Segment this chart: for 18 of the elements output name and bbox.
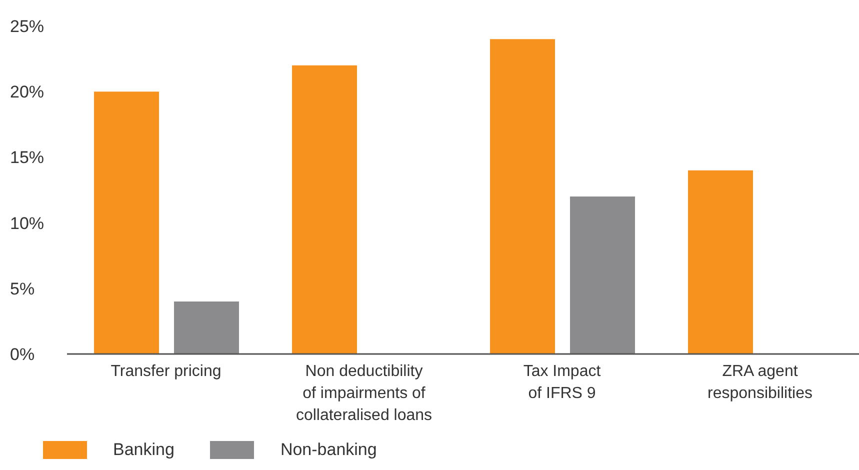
bar bbox=[94, 92, 159, 354]
legend-label: Non-banking bbox=[280, 440, 377, 460]
bar bbox=[490, 39, 555, 354]
y-tick-label: 5% bbox=[10, 279, 35, 298]
x-tick-label: Transfer pricing bbox=[110, 363, 222, 380]
legend-label: Banking bbox=[113, 440, 174, 460]
y-tick-label: 25% bbox=[10, 17, 44, 36]
x-tick-label: ZRA agent responsibilities bbox=[708, 363, 812, 402]
y-tick-label: 10% bbox=[10, 214, 44, 233]
y-tick-label: 20% bbox=[10, 82, 44, 102]
bar bbox=[292, 65, 357, 354]
bar bbox=[174, 302, 239, 354]
y-tick-label: 15% bbox=[10, 148, 44, 168]
bar bbox=[570, 196, 635, 354]
x-tick-label: Tax Impact of IFRS 9 bbox=[523, 363, 602, 402]
y-tick-label: 0% bbox=[10, 345, 35, 364]
bar bbox=[688, 170, 753, 354]
x-tick-label: Non deductibility of impairments of collateralised loans bbox=[296, 363, 432, 424]
